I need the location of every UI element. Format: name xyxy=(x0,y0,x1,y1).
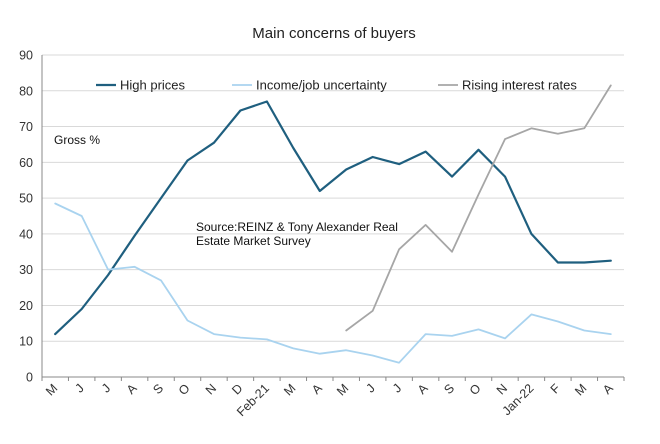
x-tick-label: J xyxy=(99,381,113,395)
x-tick-label: S xyxy=(150,381,166,397)
y-tick-label: 0 xyxy=(26,371,33,385)
axes xyxy=(41,55,625,381)
y-tick-label: 20 xyxy=(19,299,33,313)
x-tick-label: N xyxy=(494,381,510,397)
y-tick-label: 30 xyxy=(19,263,33,277)
x-tick-label: M xyxy=(43,381,60,398)
y-tick-label: 80 xyxy=(19,84,33,98)
x-tick-label: M xyxy=(334,381,351,398)
legend-label-2: Rising interest rates xyxy=(462,78,577,93)
x-tick-label: J xyxy=(72,381,86,395)
x-tick-label: A xyxy=(600,381,616,397)
legend-label-1: Income/job uncertainty xyxy=(256,78,387,93)
x-tick-label: A xyxy=(415,381,431,397)
y-tick-label: 50 xyxy=(19,192,33,206)
x-tick-label: A xyxy=(309,381,325,397)
y-tick-label: 40 xyxy=(19,227,33,241)
gridlines xyxy=(42,54,624,342)
legend-label-0: High prices xyxy=(120,78,186,93)
source-note-line-2: Estate Market Survey xyxy=(196,234,311,248)
x-tick-label: J xyxy=(363,381,377,395)
x-tick-label: J xyxy=(390,381,404,395)
x-tick-label: F xyxy=(548,381,564,397)
y-tick-label: 70 xyxy=(19,120,33,134)
y-axis-ticks: 0 10 20 30 40 50 60 70 80 90 xyxy=(19,49,33,385)
y-tick-label: 90 xyxy=(19,49,33,63)
x-tick-label: N xyxy=(203,381,219,397)
series-lines xyxy=(54,84,612,364)
series-line-0 xyxy=(54,100,612,336)
x-tick-label: D xyxy=(229,381,245,397)
x-tick-label: O xyxy=(176,381,193,398)
x-tick-label: A xyxy=(124,381,140,397)
y-tick-label: 10 xyxy=(19,335,33,349)
x-tick-label: S xyxy=(441,381,457,397)
series-line-2 xyxy=(345,84,612,332)
legend: High prices Income/job uncertainty Rising … xyxy=(96,78,577,93)
x-tick-label: M xyxy=(281,381,298,398)
x-tick-label: O xyxy=(467,381,484,398)
y-axis-unit-label: Gross % xyxy=(54,133,100,147)
y-tick-label: 60 xyxy=(19,156,33,170)
x-tick-label: M xyxy=(572,381,589,398)
chart-title: Main concerns of buyers xyxy=(252,25,415,42)
series-line-1 xyxy=(54,202,612,364)
source-note-line-1: Source:REINZ & Tony Alexander Real xyxy=(196,220,398,234)
